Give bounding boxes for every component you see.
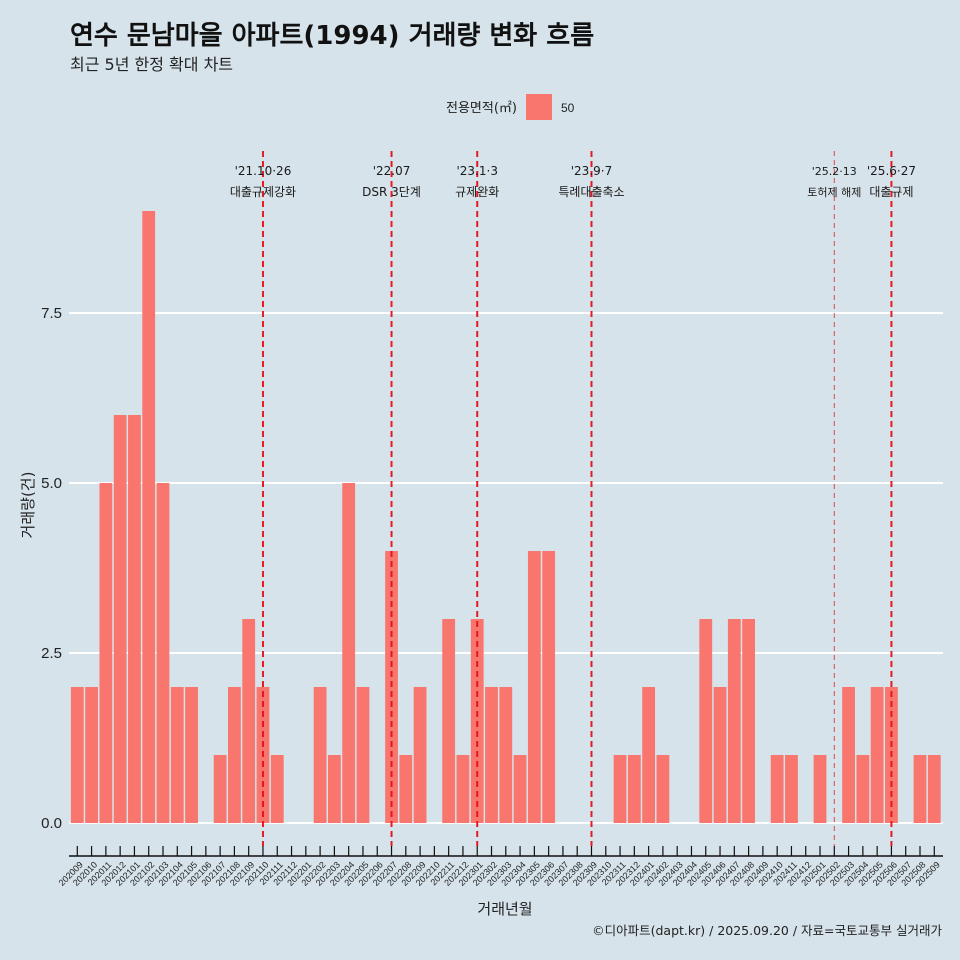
y-tick-label: 5.0	[41, 475, 62, 492]
chart-subtitle: 최근 5년 한정 확대 차트	[70, 55, 233, 74]
bar	[542, 551, 556, 823]
y-tick-label: 7.5	[41, 305, 62, 322]
annotation-label: 특례대출축소	[558, 185, 624, 199]
bar	[342, 483, 356, 823]
annotation-date: '23.9·7	[571, 164, 612, 178]
bar	[527, 551, 541, 823]
bar	[499, 687, 513, 823]
bar	[399, 755, 413, 823]
bar	[170, 687, 184, 823]
annotation-label: DSR 3단계	[362, 185, 421, 199]
bar	[456, 755, 470, 823]
bar	[85, 687, 98, 823]
bar	[727, 619, 741, 823]
annotation-date: '25.2·13	[812, 165, 857, 178]
bar	[699, 619, 713, 823]
y-axis-ticks: 0.0 2.5 5.0 7.5	[41, 305, 62, 832]
bar	[513, 755, 527, 823]
annotation-label: 규제완화	[455, 185, 499, 199]
x-axis-title: 거래년월	[477, 900, 532, 918]
chart-title: 연수 문남마을 아파트(1994) 거래량 변화 흐름	[70, 21, 594, 51]
bar	[627, 755, 641, 823]
y-tick-label: 2.5	[41, 645, 62, 662]
y-axis-title: 거래량(건)	[19, 472, 37, 539]
footer-credit: ©디아파트(dapt.kr) / 2025.09.20 / 자료=국토교통부 실…	[592, 923, 942, 938]
bar	[813, 755, 827, 823]
bar	[613, 755, 627, 823]
annotation-labels: '21.10·26 대출규제강화 '22.07 DSR 3단계 '23.1·3 규제완화 '…	[230, 164, 916, 199]
bar	[327, 755, 341, 823]
bar	[870, 687, 884, 823]
annotation-date: '22.07	[373, 164, 411, 178]
bar	[356, 687, 370, 823]
bar	[785, 755, 798, 823]
annotation-label: 대출규제	[869, 185, 913, 199]
bar	[442, 619, 456, 823]
bar	[156, 483, 170, 823]
bar	[913, 755, 927, 823]
bar	[242, 619, 256, 823]
bar	[70, 687, 84, 823]
bar	[413, 687, 427, 823]
bar	[927, 755, 941, 823]
legend: 전용면적(㎡) 50	[446, 94, 575, 120]
bar	[228, 687, 241, 823]
bar	[656, 755, 670, 823]
bar	[642, 687, 656, 823]
annotation-date: '23.1·3	[456, 164, 497, 178]
y-tick-label: 0.0	[41, 815, 62, 832]
bar	[99, 483, 113, 823]
bar	[842, 687, 855, 823]
legend-swatch	[526, 94, 552, 120]
legend-title: 전용면적(㎡)	[446, 101, 517, 116]
bar	[185, 687, 198, 823]
annotation-label: 대출규제강화	[230, 185, 296, 199]
annotation-date: '21.10·26	[235, 164, 292, 178]
bar	[113, 415, 127, 823]
bar	[856, 755, 870, 823]
bar	[713, 687, 727, 823]
bar	[313, 687, 327, 823]
x-axis-ticks	[76, 846, 935, 856]
annotation-lines	[261, 151, 893, 846]
annotation-date: '25.6·27	[867, 164, 916, 178]
bar	[213, 755, 227, 823]
annotation-label: 토허제 해제	[807, 185, 861, 199]
bar	[742, 619, 755, 823]
bar	[142, 211, 156, 823]
bar	[485, 687, 498, 823]
bar	[270, 755, 284, 823]
bar	[128, 415, 141, 823]
legend-item-label: 50	[561, 101, 575, 115]
bars	[70, 211, 941, 823]
bar	[770, 755, 784, 823]
